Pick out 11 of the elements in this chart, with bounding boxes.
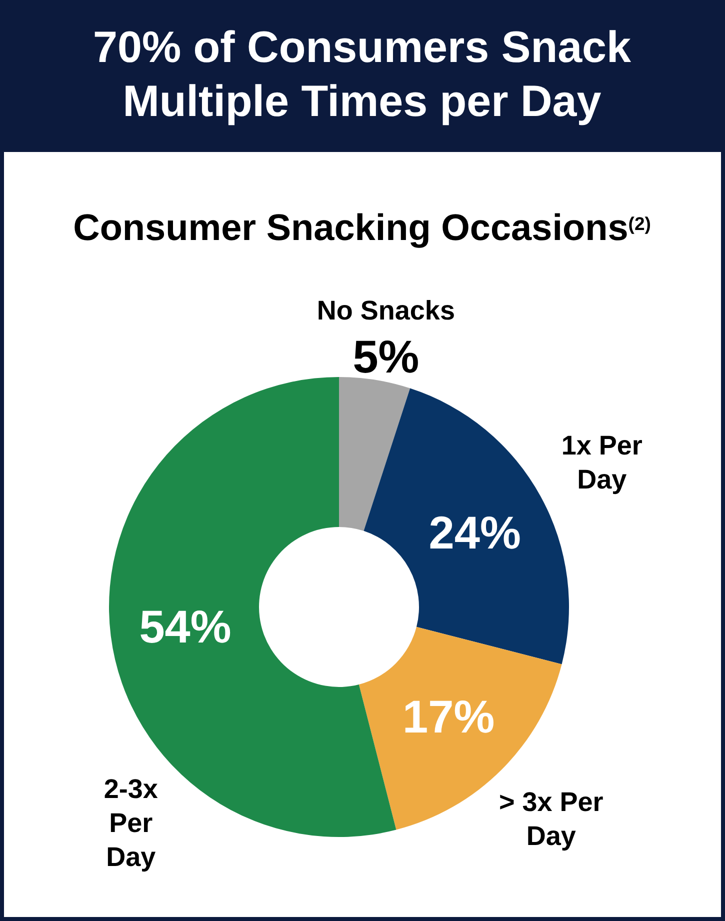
donut-slice: [339, 377, 410, 531]
data-label: 17%: [402, 690, 495, 743]
chart-subtitle: Consumer Snacking Occasions$^{(2)}$: [73, 207, 651, 248]
slice-label: > 3x Per Day: [498, 787, 604, 852]
data-label: 5%: [352, 330, 420, 383]
slice-label: No Snacks: [316, 296, 455, 326]
data-label: 54%: [139, 600, 232, 652]
data-label: 24%: [428, 506, 521, 558]
chart-title: 70% of Consumers Snack Multiple Times per Day: [93, 23, 632, 126]
slice-label: 1x Per Day: [561, 430, 643, 494]
slice-label: 2-3x Per Day: [104, 774, 158, 872]
